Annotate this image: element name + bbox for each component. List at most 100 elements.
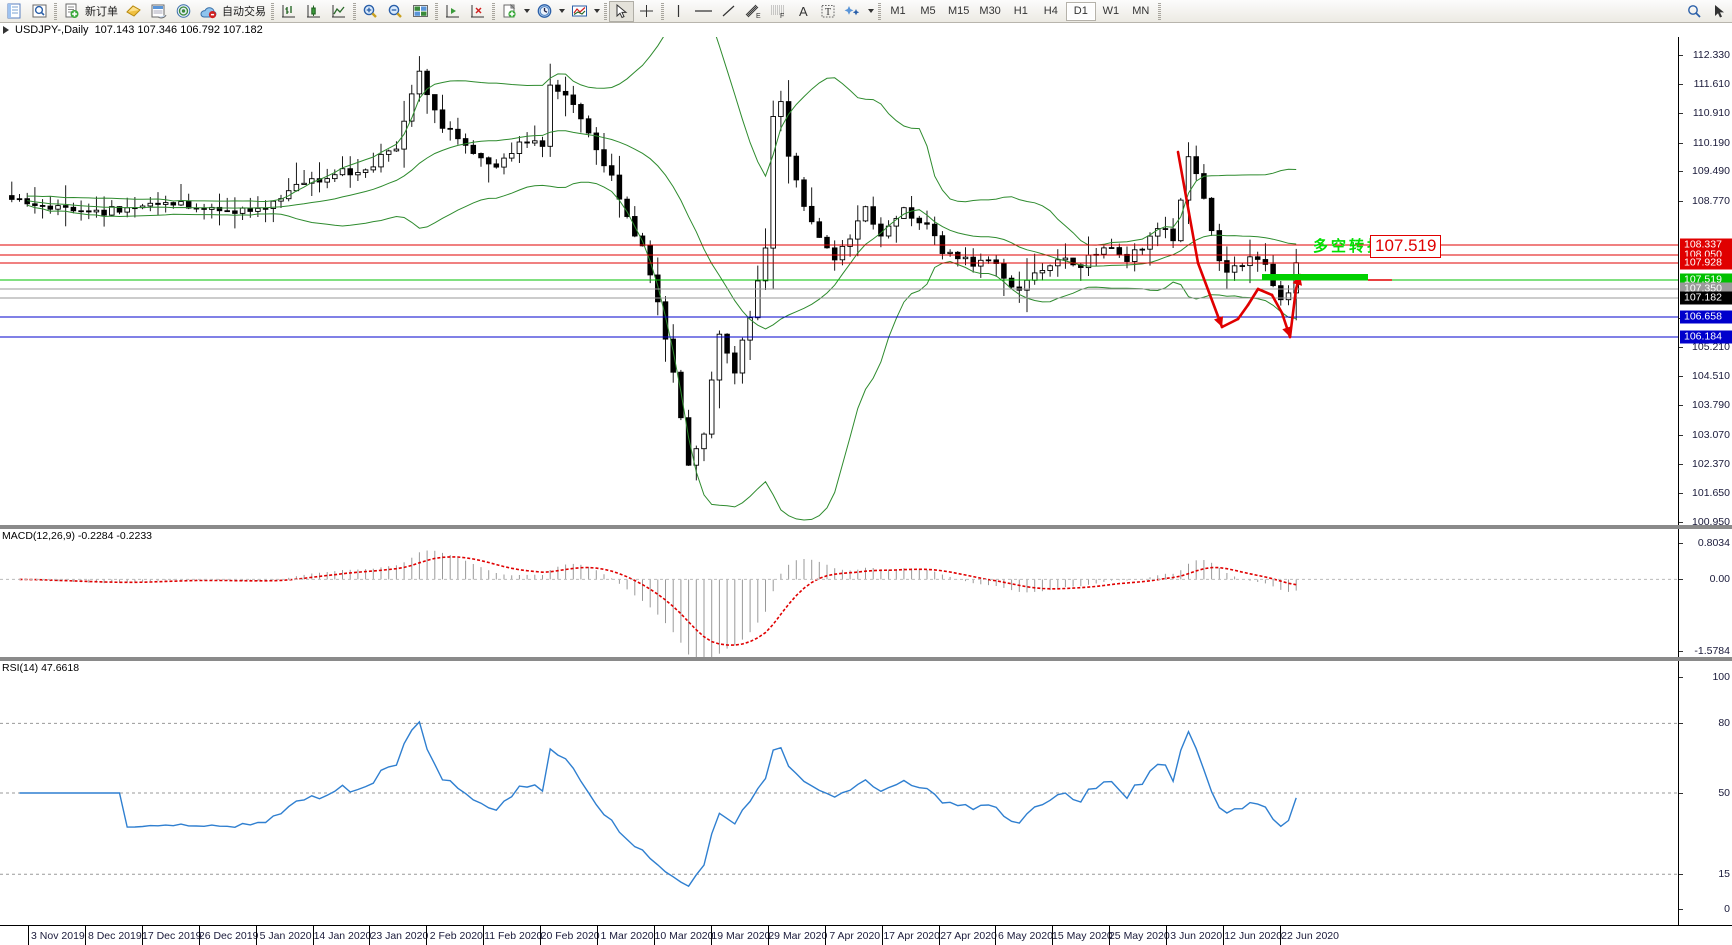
analysis-arrows[interactable] (1176, 150, 1392, 339)
svg-text:F: F (780, 13, 784, 19)
toolbar-separator (490, 2, 497, 21)
line-chart-icon[interactable] (326, 1, 351, 22)
expert-advisor-icon[interactable] (121, 1, 146, 22)
indicators-icon[interactable] (567, 1, 592, 22)
data-window-icon[interactable] (146, 1, 171, 22)
bollinger-bands-series (27, 37, 1297, 521)
zoom-in-icon[interactable] (358, 1, 383, 22)
navigator-icon[interactable] (171, 1, 196, 22)
rsi-indicator-panel[interactable]: RSI(14) 47.6618 100 80 50 15 0 (0, 661, 1732, 925)
price-axis-label: 110.190 (1692, 136, 1730, 149)
auto-scroll-icon[interactable] (465, 1, 490, 22)
price-axis-tick (1679, 142, 1683, 144)
objects-icon[interactable] (841, 1, 866, 22)
zoom-out-icon[interactable] (383, 1, 408, 22)
date-axis-label: 12 Jun 2020 (1224, 930, 1283, 942)
macd-axis[interactable]: 0.8034 0.00 -1.5784 (1678, 529, 1732, 657)
rsi-axis-tick (1679, 677, 1683, 678)
pointer-icon[interactable] (1707, 1, 1732, 22)
rsi-axis-label: 50 (1718, 787, 1730, 799)
price-axis-tick (1679, 434, 1683, 436)
autotrading-icon[interactable] (196, 1, 221, 22)
price-chart-canvas[interactable] (0, 37, 1678, 525)
candlestick-chart-icon[interactable] (301, 1, 326, 22)
text-icon[interactable]: A (791, 1, 816, 22)
main-toolbar: 新订单 自动交易 (0, 0, 1732, 23)
date-axis-tick (710, 926, 712, 945)
date-axis-label: 17 Dec 2019 (141, 930, 202, 942)
date-axis[interactable]: 3 Nov 2019 8 Dec 2019 17 Dec 2019 26 Dec 20… (0, 925, 1732, 945)
date-axis-label: 8 Dec 2019 (87, 930, 142, 942)
rsi-axis-label: 80 (1718, 717, 1730, 730)
price-chart-panel[interactable]: 112.330 111.610 110.910 110.190 109.490 108.7… (0, 37, 1732, 528)
timeframe-h1[interactable]: H1 (1013, 5, 1028, 17)
shift-chart-icon[interactable] (440, 1, 465, 22)
price-level-chip[interactable]: 107.182 (1680, 291, 1732, 305)
templates-icon[interactable] (497, 1, 522, 22)
indicators-dropdown-caret[interactable] (592, 1, 602, 22)
new-order-button[interactable]: 新订单 (59, 1, 121, 22)
timeframe-w1[interactable]: W1 (1102, 5, 1120, 17)
date-axis-tick (27, 926, 29, 945)
date-axis-tick (824, 926, 826, 945)
period-clock-icon[interactable] (532, 1, 557, 22)
toolbar-separator (269, 2, 276, 21)
date-axis-label: 19 Mar 2020 (711, 930, 771, 942)
timeframe-m30[interactable]: M30 (979, 5, 1001, 17)
macd-canvas[interactable] (0, 529, 1678, 657)
date-axis-tick (141, 926, 143, 945)
timeframe-m1[interactable]: M1 (890, 5, 906, 17)
price-level-chip[interactable]: 107.928 (1680, 256, 1732, 270)
price-level-chip[interactable]: 106.184 (1680, 330, 1732, 344)
search-chart-icon[interactable] (27, 1, 52, 22)
date-axis-tick (995, 926, 997, 945)
rsi-axis-label: 0 (1724, 903, 1730, 915)
macd-indicator-panel[interactable]: MACD(12,26,9) -0.2284 -0.2233 0.8034 0.00… (0, 529, 1732, 657)
timeframe-mn[interactable]: MN (1132, 5, 1150, 17)
horizontal-line-icon[interactable] (691, 1, 716, 22)
rsi-axis-tick (1679, 874, 1683, 876)
date-axis-label: 6 May 2020 (998, 930, 1053, 942)
tile-windows-icon[interactable] (408, 1, 433, 22)
date-axis-label: 23 Jan 2020 (370, 930, 429, 942)
panel-separator-2[interactable] (0, 657, 1732, 661)
price-axis-tick (1679, 405, 1683, 407)
timeframe-h4[interactable]: H4 (1043, 5, 1058, 17)
equidistant-channel-icon[interactable]: E (741, 1, 766, 22)
magnifier-icon[interactable] (1682, 1, 1707, 22)
date-axis-tick (426, 926, 428, 945)
rsi-axis[interactable]: 100 80 50 15 0 (1678, 661, 1732, 925)
panel-separator-1[interactable] (0, 525, 1732, 529)
macd-axis-tick (1679, 579, 1683, 581)
timeframe-m5[interactable]: M5 (920, 5, 936, 17)
text-label-icon[interactable]: T (816, 1, 841, 22)
bar-chart-icon[interactable] (276, 1, 301, 22)
trendline-icon[interactable] (716, 1, 741, 22)
templates-dropdown-caret[interactable] (522, 1, 532, 22)
objects-dropdown-caret[interactable] (866, 1, 876, 22)
vertical-line-icon[interactable] (666, 1, 691, 22)
timeframe-m15[interactable]: M15 (948, 5, 970, 17)
new-order-icon[interactable] (59, 1, 84, 22)
rsi-canvas[interactable] (0, 661, 1678, 925)
price-level-chip[interactable]: 106.658 (1680, 310, 1732, 324)
date-axis-label: 25 May 2020 (1108, 930, 1170, 942)
period-dropdown-caret[interactable] (557, 1, 567, 22)
date-axis-label: 29 Mar 2020 (768, 930, 828, 942)
fibonacci-icon[interactable]: F (766, 1, 791, 22)
price-axis[interactable]: 112.330 111.610 110.910 110.190 109.490 108.7… (1678, 37, 1732, 528)
price-axis-label: 101.650 (1692, 487, 1730, 500)
autotrading-button[interactable]: 自动交易 (196, 1, 269, 22)
price-axis-label: 112.330 (1692, 48, 1730, 61)
document-icon[interactable] (2, 1, 27, 22)
toolbar-separator (659, 2, 666, 21)
crosshair-icon[interactable] (634, 1, 659, 22)
date-axis-tick (255, 926, 257, 945)
timeframe-d1[interactable]: D1 (1065, 1, 1096, 21)
price-axis-tick (1679, 54, 1683, 56)
cursor-icon[interactable] (609, 0, 634, 22)
price-level-chip[interactable]: 108.337 (1680, 238, 1732, 252)
svg-text:A: A (799, 4, 808, 19)
date-axis-label: 26 Dec 2019 (198, 930, 259, 942)
date-axis-tick (198, 926, 200, 945)
